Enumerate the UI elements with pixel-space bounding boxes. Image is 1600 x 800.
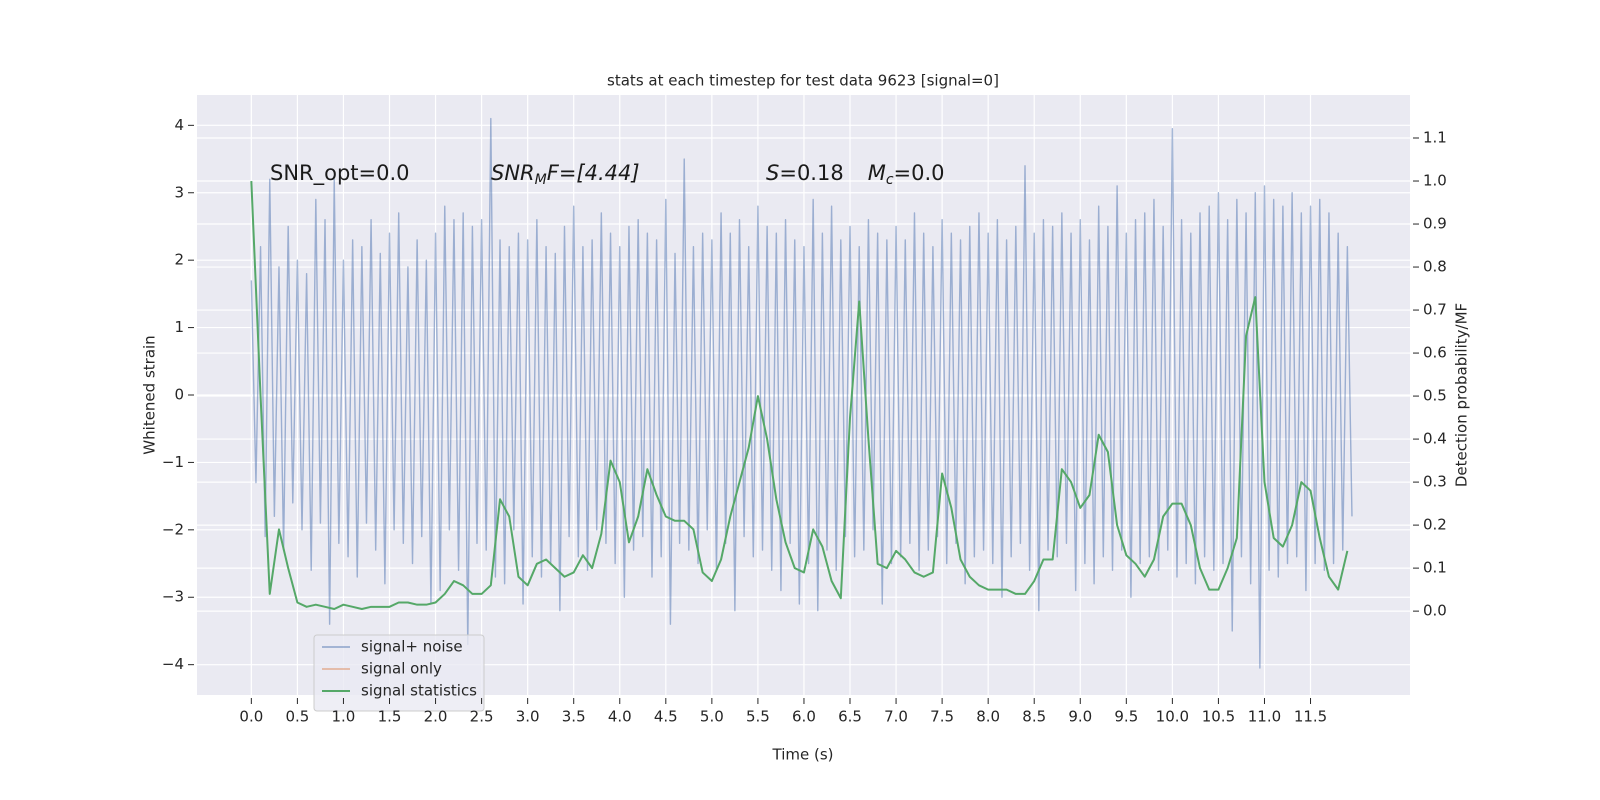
legend-label: signal+ noise — [361, 638, 463, 656]
y-tick-label: −4 — [162, 655, 184, 673]
x-tick-label: 0.0 — [239, 708, 263, 726]
annotation: S=0.18 Mc=0.0 — [766, 161, 945, 188]
y2-tick-label: 0.9 — [1423, 215, 1447, 233]
annotation-text: =0.18 — [779, 161, 843, 185]
x-axis-label: Time (s) — [772, 746, 834, 764]
legend: signal+ noise signal only signal statistic… — [313, 634, 485, 712]
y-tick-label: 0 — [174, 386, 184, 404]
y-tick-label: −1 — [162, 453, 184, 471]
x-tick-label: 8.5 — [1022, 708, 1046, 726]
strain-line — [250, 117, 1353, 669]
annotation-text: F=[4.44] — [547, 161, 640, 185]
y-tick-label: 1 — [174, 318, 184, 336]
y2-tick-label: 1.1 — [1423, 129, 1447, 147]
annotation-text: SNR_opt=0.0 — [270, 161, 410, 186]
y2-tick-label: 0.6 — [1423, 344, 1447, 362]
annotation-text: SNR — [491, 161, 535, 185]
x-tick-label: 3.0 — [516, 708, 540, 726]
legend-box — [313, 634, 485, 712]
x-tick-label: 8.0 — [976, 708, 1000, 726]
legend-label: signal statistics — [361, 682, 477, 700]
x-tick-label: 0.5 — [285, 708, 309, 726]
annotation: SNR_opt=0.0 — [270, 161, 410, 186]
y-tick-label: −3 — [162, 588, 184, 606]
x-tick-label: 4.5 — [654, 708, 678, 726]
y2-tick-label: 1.0 — [1423, 172, 1447, 190]
x-tick-label: 6.5 — [838, 708, 862, 726]
annotation-text: S — [766, 161, 779, 185]
x-tick-label: 7.0 — [884, 708, 908, 726]
x-tick-label: 5.0 — [700, 708, 724, 726]
y-tick-label: 4 — [174, 116, 184, 134]
legend-label: signal only — [361, 660, 442, 678]
x-tick-label: 11.5 — [1294, 708, 1327, 726]
x-tick-label: 4.0 — [608, 708, 632, 726]
x-tick-label: 9.5 — [1114, 708, 1138, 726]
marks — [250, 117, 1353, 669]
y2-tick-label: 0.5 — [1423, 387, 1447, 405]
annotation-text: M — [535, 172, 547, 188]
x-tick-label: 7.5 — [930, 708, 954, 726]
y-tick-label: 2 — [174, 251, 184, 269]
x-tick-label: 1.0 — [332, 708, 356, 726]
x-tick-label: 6.0 — [792, 708, 816, 726]
y2-axis-label: Detection probability/MF — [1453, 303, 1471, 487]
y-tick-label: 3 — [174, 183, 184, 201]
x-tick-label: 11.0 — [1248, 708, 1281, 726]
x-tick-label: 1.5 — [378, 708, 402, 726]
annotation-text: =0.0 — [894, 161, 945, 185]
y2-tick-label: 0.1 — [1423, 559, 1447, 577]
y2-tick-label: 0.3 — [1423, 473, 1447, 491]
annotation-text: M — [868, 161, 886, 185]
x-tick-label: 2.5 — [470, 708, 494, 726]
y2-tick-label: 0.2 — [1423, 516, 1447, 534]
chart-title: stats at each timestep for test data 962… — [607, 72, 999, 90]
x-tick-label: 10.5 — [1202, 708, 1235, 726]
x-tick-label: 10.0 — [1156, 708, 1189, 726]
y2-tick-label: 0.8 — [1423, 258, 1447, 276]
x-tick-label: 3.5 — [562, 708, 586, 726]
annotation-text: c — [886, 172, 894, 188]
y2-tick-label: 0.4 — [1423, 430, 1447, 448]
statistics-line — [250, 180, 1349, 610]
y2-tick-label: 0.7 — [1423, 301, 1447, 319]
annotation: SNRMF=[4.44] — [491, 161, 640, 188]
x-tick-label: 5.5 — [746, 708, 770, 726]
x-tick-label: 2.0 — [424, 708, 448, 726]
y-tick-label: −2 — [162, 520, 184, 538]
x-tick-label: 9.0 — [1068, 708, 1092, 726]
y2-tick-label: 0.0 — [1423, 602, 1447, 620]
y-axis-label: Whitened strain — [141, 335, 159, 454]
